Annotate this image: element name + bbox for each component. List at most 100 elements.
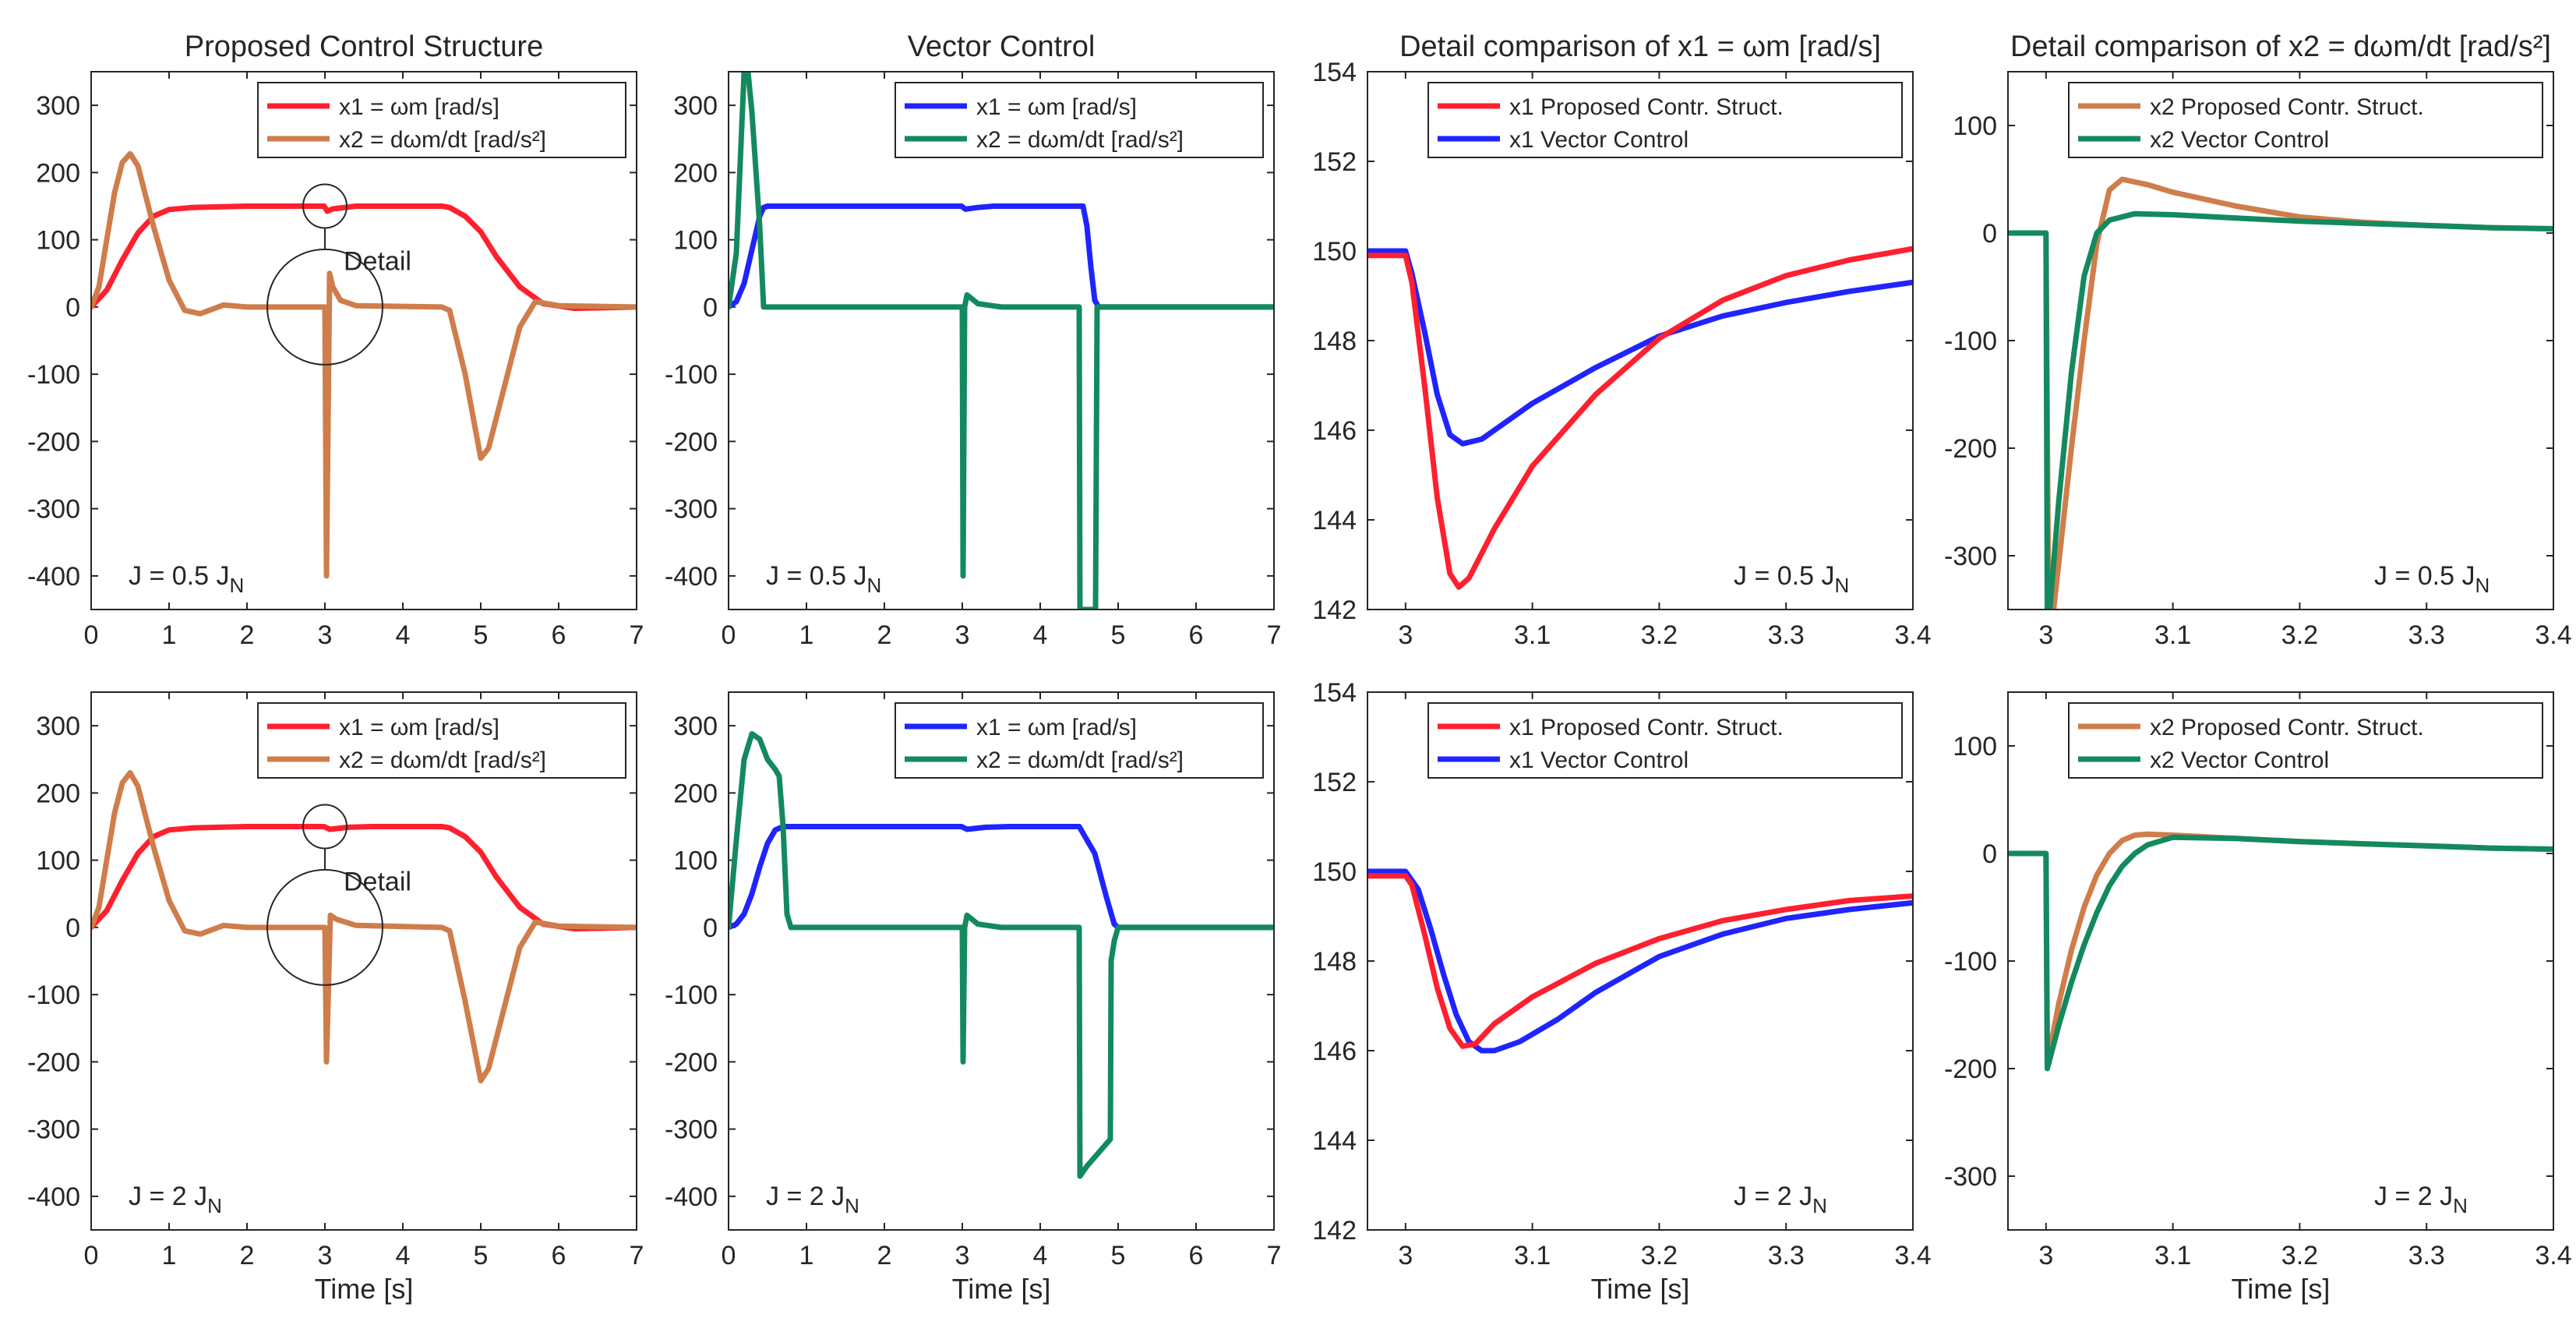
x-tick-label: 6 (1189, 1241, 1204, 1270)
x-tick-label: 3.4 (2535, 620, 2571, 650)
series-line (2008, 210, 2553, 610)
y-tick-label: 0 (1982, 219, 1997, 249)
x-tick-label: 2 (240, 620, 255, 650)
chart-title: Detail comparison of x2 = dωm/dt [rad/s²… (2010, 30, 2551, 63)
chart-panel-p3-top: 3 3.1 3.2 3.3 3.4 142 144 146 148 150 152 154 Detail… (1312, 30, 1931, 650)
y-tick-label: 100 (36, 226, 80, 256)
chart-title: Proposed Control Structure (185, 30, 543, 63)
series-line (91, 824, 637, 932)
x-tick-label: 3.3 (2408, 620, 2445, 650)
y-tick-label: -400 (27, 1182, 80, 1212)
x-tick-label: 3.3 (1768, 1241, 1805, 1270)
chart-panel-p3-bot: 3 3.1 3.2 3.3 3.4 142 144 146 148 150 152 154 Time [… (1312, 678, 1931, 1305)
legend: x1 = ωm [rad/s] x2 = dωm/dt [rad/s²] (257, 702, 626, 779)
x-tick-label: 3.4 (1894, 1241, 1931, 1270)
chart-panel-p4-top: 3 3.1 3.2 3.3 3.4 -300 -200 -100 0 100 Detail comp… (1944, 30, 2572, 650)
detail-label: Detail (344, 247, 411, 277)
inertia-note-main: J = 0.5 J (2374, 561, 2475, 591)
legend: x1 Proposed Contr. Struct. x1 Vector Cont… (1427, 702, 1903, 779)
chart-panel-p4-bot: 3 3.1 3.2 3.3 3.4 -300 -200 -100 0 100 Time [s] x2 … (1944, 691, 2572, 1305)
legend: x1 = ωm [rad/s] x2 = dωm/dt [rad/s²] (257, 82, 626, 158)
inertia-note: J = 0.5 JN (1734, 561, 1849, 597)
x-tick-label: 0 (84, 1241, 99, 1270)
x-tick-label: 3.4 (2535, 1241, 2571, 1270)
x-tick-label: 3.1 (1514, 1241, 1551, 1270)
series-line (91, 770, 637, 1083)
axes-box (1367, 71, 1914, 610)
series-group (729, 731, 1274, 1179)
series-line (729, 731, 1274, 1179)
y-tick-label: 100 (1953, 111, 1997, 141)
legend-label: x1 = ωm [rad/s] (976, 94, 1137, 120)
axes-box (1367, 691, 1914, 1231)
y-tick-label: 146 (1312, 1037, 1357, 1066)
y-tick-label: 300 (673, 91, 718, 121)
legend-label: x1 Proposed Contr. Struct. (1509, 94, 1784, 120)
legend: x1 Proposed Contr. Struct. x1 Vector Cont… (1427, 82, 1903, 158)
x-tick-label: 3 (318, 1241, 333, 1270)
x-tick-label: 4 (396, 620, 411, 650)
inertia-note: J = 0.5 JN (129, 561, 244, 597)
y-tick-label: 300 (36, 712, 80, 741)
inertia-note-main: J = 0.5 J (1734, 561, 1834, 591)
chart-title: Vector Control (908, 30, 1096, 63)
x-tick-label: 2 (877, 620, 892, 650)
inertia-note-subscript: N (2475, 574, 2490, 597)
legend-label: x1 = ωm [rad/s] (339, 715, 499, 740)
x-tick-label: 6 (552, 1241, 566, 1270)
plot-area (2008, 692, 2553, 1230)
x-tick-label: 3 (318, 620, 333, 650)
legend: x2 Proposed Contr. Struct. x2 Vector Cont… (2068, 702, 2543, 779)
plot-area (1367, 72, 1913, 610)
legend-label: x1 = ωm [rad/s] (976, 715, 1137, 740)
legend-label: x2 = dωm/dt [rad/s²] (339, 127, 546, 153)
x-tick-label: 5 (1111, 620, 1126, 650)
inertia-note-subscript: N (229, 574, 244, 597)
series-line (729, 72, 1274, 610)
y-tick-label: 300 (673, 712, 718, 741)
x-tick-label: 1 (162, 1241, 177, 1270)
inertia-note-main: J = 2 J (129, 1182, 207, 1211)
series-group (1367, 246, 1913, 590)
y-tick-label: 148 (1312, 327, 1357, 356)
y-tick-label: 0 (65, 293, 80, 323)
legend-label: x2 Vector Control (2150, 127, 2329, 153)
y-tick-label: 142 (1312, 1216, 1357, 1246)
inertia-note: J = 2 JN (1734, 1182, 1827, 1217)
x-tick-label: 3.2 (1641, 1241, 1678, 1270)
y-tick-label: -400 (665, 1182, 718, 1212)
legend-label: x2 Proposed Contr. Struct. (2150, 715, 2424, 740)
x-tick-label: 5 (474, 1241, 489, 1270)
x-tick-label: 7 (1267, 620, 1282, 650)
y-tick-label: -100 (665, 981, 718, 1010)
inertia-note-subscript: N (845, 1194, 859, 1217)
x-axis-label: Time [s] (315, 1273, 414, 1305)
inertia-note-subscript: N (1834, 574, 1849, 597)
x-tick-label: 3 (2038, 1241, 2053, 1270)
y-tick-label: 200 (36, 779, 80, 808)
y-tick-label: -100 (27, 360, 80, 390)
legend-box (257, 702, 626, 779)
x-tick-label: 2 (240, 1241, 255, 1270)
y-tick-label: -200 (1944, 434, 1997, 464)
y-tick-label: -200 (665, 427, 718, 457)
x-tick-label: 3.2 (2281, 620, 2318, 650)
y-tick-label: -300 (665, 1115, 718, 1145)
legend-box (895, 82, 1264, 158)
series-group (91, 770, 637, 1083)
chart-panel-p2-top: 0 1 2 3 4 5 6 7 -400 -300 -200 -100 0 100 200 300 Vector… (665, 30, 1282, 650)
legend-label: x1 Proposed Contr. Struct. (1509, 715, 1784, 740)
inertia-note-main: J = 2 J (1734, 1182, 1812, 1211)
axes-box (2007, 71, 2554, 610)
x-tick-label: 3.4 (1894, 620, 1931, 650)
y-tick-label: 0 (1982, 839, 1997, 869)
x-axis-label: Time [s] (1591, 1273, 1690, 1305)
legend-box (2068, 702, 2543, 779)
inertia-note-subscript: N (866, 574, 881, 597)
series-group (1367, 868, 1913, 1054)
x-tick-label: 1 (162, 620, 177, 650)
chart-panel-p1-bot: 0 1 2 3 4 5 6 7 -400 -300 -200 -100 0 100 200 300 Detail… (27, 691, 644, 1305)
y-tick-label: 150 (1312, 237, 1357, 267)
x-tick-label: 6 (552, 620, 566, 650)
